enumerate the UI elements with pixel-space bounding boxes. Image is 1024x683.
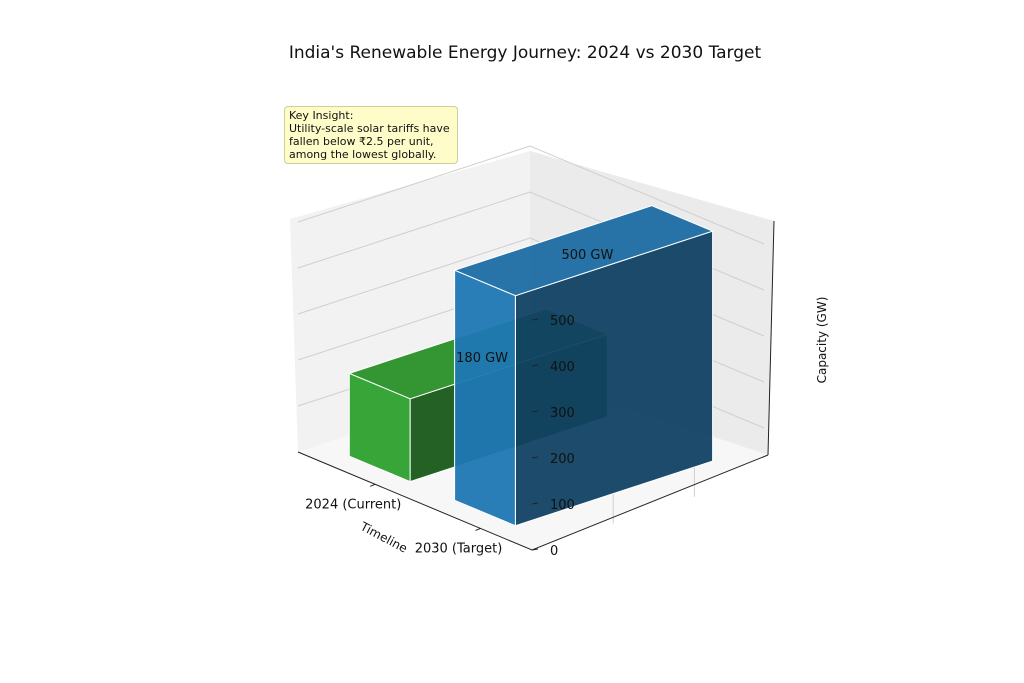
chart-title: India's Renewable Energy Journey: 2024 v… [289, 43, 762, 63]
bar-front-face [348, 372, 411, 483]
z-tick-label: 300 [550, 406, 575, 421]
z-ticks: 0 100 200 300 400 500 [531, 314, 575, 559]
x-tick-mark [370, 483, 376, 487]
x-tick-mark [475, 527, 481, 531]
z-tick-mark [531, 548, 539, 551]
z-axis-label: Capacity (GW) [815, 297, 829, 384]
bar-value-label: 500 GW [561, 248, 613, 263]
annotation-line: Key Insight: [289, 109, 354, 122]
bar-1 [453, 205, 715, 527]
z-tick-mark [531, 318, 539, 321]
z-tick-label: 400 [550, 360, 575, 375]
gridline [297, 145, 765, 245]
z-tick-label: 200 [550, 452, 575, 467]
key-insight-annotation: Key Insight: Utility-scale solar tariffs… [284, 106, 458, 164]
annotation-line: fallen below ₹2.5 per unit, [289, 135, 434, 148]
z-tick-mark [531, 364, 539, 367]
annotation-line: Utility-scale solar tariffs have [289, 122, 450, 135]
z-tick-mark [531, 456, 539, 459]
annotation-line: among the lowest globally. [289, 148, 437, 161]
z-axis-line [767, 220, 775, 456]
bar-value-labels: 180 GW 500 GW [456, 248, 613, 366]
bar-front-face [454, 269, 516, 527]
z-tick-mark [531, 410, 539, 413]
x-axis-label: Timeline [357, 519, 410, 556]
z-tick-label: 100 [550, 498, 575, 513]
x-tick-label: 2030 (Target) [415, 541, 503, 556]
bar-value-label: 180 GW [456, 351, 508, 366]
z-tick-label: 0 [550, 544, 558, 559]
x-ticks: 2024 (Current) 2030 (Target) [305, 483, 503, 556]
x-tick-label: 2024 (Current) [305, 497, 401, 512]
z-tick-label: 500 [550, 314, 575, 329]
bars [347, 205, 715, 527]
z-tick-mark [531, 502, 539, 505]
